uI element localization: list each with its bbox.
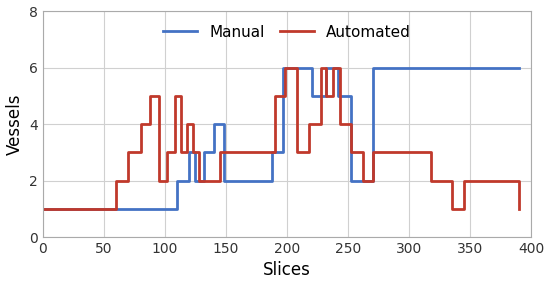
Y-axis label: Vessels: Vessels: [6, 93, 24, 155]
Automated: [282, 66, 288, 69]
Manual: [323, 66, 329, 69]
Manual: [192, 150, 199, 154]
Manual: [269, 150, 276, 154]
Manual: [308, 94, 315, 97]
Manual: [174, 179, 180, 182]
Manual: [323, 94, 329, 97]
Automated: [347, 122, 354, 126]
Manual: [308, 66, 315, 69]
Manual: [174, 207, 180, 211]
Manual: [221, 179, 227, 182]
Automated: [516, 207, 522, 211]
Manual: [369, 66, 376, 69]
Manual: [211, 122, 217, 126]
Manual: [125, 207, 131, 211]
Manual: [186, 179, 192, 182]
Automated: [323, 66, 329, 69]
Automated: [294, 150, 300, 154]
Manual: [211, 150, 217, 154]
Manual: [125, 207, 131, 211]
Manual: [280, 66, 287, 69]
Manual: [186, 150, 192, 154]
Manual: [221, 122, 227, 126]
Manual: [269, 179, 276, 182]
Manual: [335, 66, 342, 69]
Automated: [190, 150, 196, 154]
Manual: [347, 179, 354, 182]
Manual: [516, 66, 522, 69]
Automated: [40, 207, 46, 211]
Manual: [201, 150, 207, 154]
Legend: Manual, Automated: Manual, Automated: [157, 19, 417, 46]
Manual: [280, 150, 287, 154]
Automated: [113, 207, 119, 211]
Manual: [369, 179, 376, 182]
X-axis label: Slices: Slices: [263, 261, 311, 280]
Line: Automated: Automated: [43, 68, 519, 209]
Manual: [335, 94, 342, 97]
Manual: [40, 207, 46, 211]
Manual: [192, 179, 199, 182]
Line: Manual: Manual: [43, 68, 519, 209]
Manual: [201, 179, 207, 182]
Automated: [318, 122, 324, 126]
Manual: [347, 94, 354, 97]
